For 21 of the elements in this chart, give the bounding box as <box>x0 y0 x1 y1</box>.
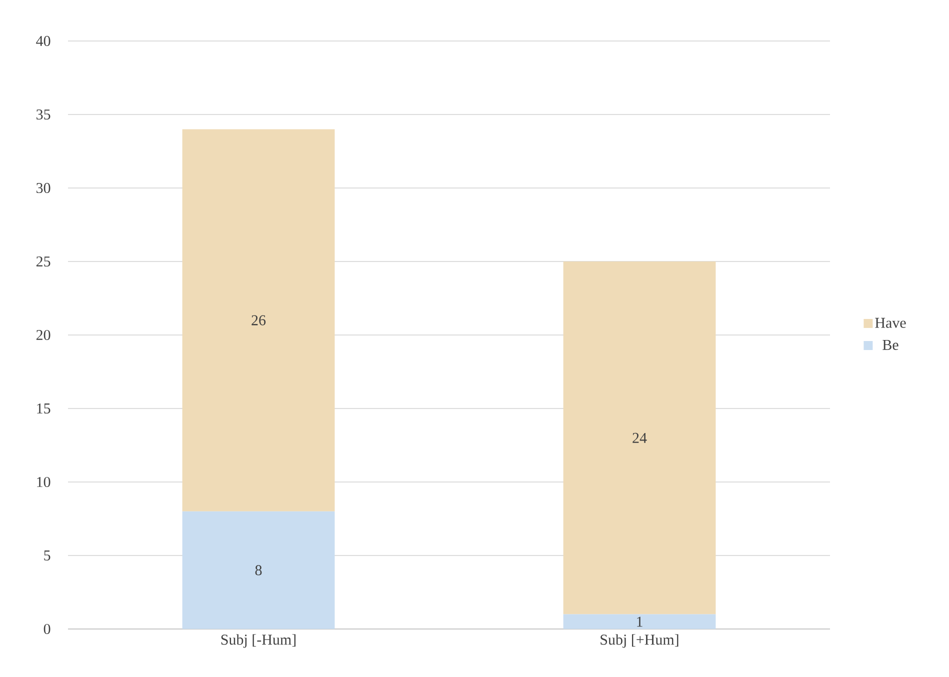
y-tick-label: 40 <box>36 36 50 46</box>
y-tick-label: 35 <box>36 109 50 120</box>
legend-label: Have <box>875 318 906 328</box>
bar <box>563 261 716 614</box>
bar <box>563 614 716 629</box>
data-label: 8 <box>255 565 262 576</box>
x-tick-label: Subj [-Hum] <box>221 634 296 648</box>
legend-label: Be <box>882 340 898 350</box>
data-label: 26 <box>252 315 266 326</box>
y-tick-label: 0 <box>44 624 50 634</box>
y-tick-label: 25 <box>36 256 50 267</box>
y-tick-label: 20 <box>36 330 50 340</box>
y-tick-label: 15 <box>37 403 50 414</box>
bar <box>182 511 335 629</box>
x-tick-label: Subj [+Hum] <box>600 634 678 648</box>
y-tick-label: 5 <box>44 550 50 560</box>
bar <box>182 129 335 512</box>
data-label: 24 <box>632 432 647 443</box>
data-label: 1 <box>637 616 642 627</box>
y-tick-label: 10 <box>37 476 50 488</box>
y-tick-label: 30 <box>36 182 50 194</box>
